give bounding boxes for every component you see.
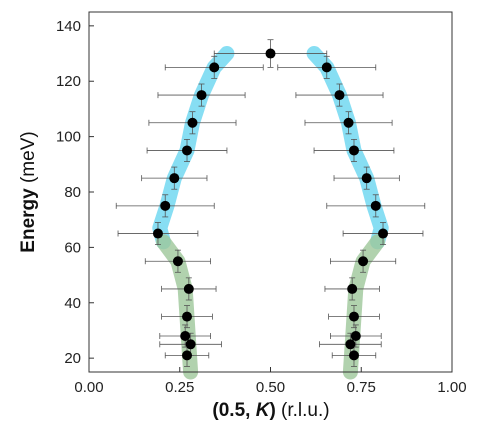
data-point-13 bbox=[182, 350, 193, 361]
y-tick-label-0: 20 bbox=[64, 350, 81, 367]
x-tick-label-3: 0.75 bbox=[347, 379, 376, 396]
data-point-21 bbox=[358, 256, 369, 267]
dispersion-bands bbox=[152, 46, 389, 380]
y-tick-label-3: 80 bbox=[64, 184, 81, 201]
data-point-6 bbox=[160, 200, 171, 211]
y-axis-ticks: 20 40 60 80 100 120 140 bbox=[56, 18, 94, 367]
x-tick-label-4: 1.00 bbox=[437, 379, 466, 396]
data-point-5 bbox=[169, 173, 180, 184]
data-point-19 bbox=[370, 200, 381, 211]
dispersion-band-0 bbox=[152, 46, 235, 250]
y-axis-label-unit: (meV) bbox=[18, 131, 39, 188]
data-point-7 bbox=[152, 228, 163, 239]
y-tick-label-1: 40 bbox=[64, 295, 81, 312]
data-point-8 bbox=[172, 256, 183, 267]
x-axis-label-italic: K bbox=[256, 400, 271, 421]
data-point-26 bbox=[348, 350, 359, 361]
data-point-24 bbox=[350, 331, 361, 341]
x-axis-label-close: ) bbox=[269, 400, 275, 421]
x-axis-label-unit: (r.l.u.) bbox=[276, 400, 330, 421]
dispersion-band-1 bbox=[306, 46, 389, 250]
data-point-17 bbox=[348, 145, 359, 156]
y-axis-label-bold: Energy bbox=[18, 188, 39, 253]
x-axis-label: (0.5, K) (r.l.u.) bbox=[212, 400, 329, 421]
y-tick-label-6: 140 bbox=[56, 18, 81, 35]
x-tick-label-0: 0.00 bbox=[74, 379, 103, 396]
x-tick-label-2: 0.50 bbox=[256, 379, 285, 396]
x-axis-label-bold: (0.5, bbox=[212, 400, 255, 421]
data-point-11 bbox=[180, 331, 191, 341]
data-point-20 bbox=[378, 228, 389, 239]
data-point-0 bbox=[265, 48, 276, 59]
data-point-16 bbox=[343, 117, 354, 128]
data-point-25 bbox=[345, 339, 356, 350]
y-tick-label-2: 60 bbox=[64, 239, 81, 256]
data-point-2 bbox=[196, 90, 207, 101]
data-point-18 bbox=[361, 173, 372, 184]
data-point-10 bbox=[182, 311, 193, 322]
x-tick-label-1: 0.25 bbox=[165, 379, 194, 396]
y-tick-label-5: 120 bbox=[56, 73, 81, 90]
data-point-12 bbox=[185, 339, 196, 350]
data-point-1 bbox=[209, 62, 220, 73]
y-axis-label: Energy (meV) bbox=[18, 131, 39, 252]
y-tick-label-4: 100 bbox=[56, 129, 81, 146]
data-point-3 bbox=[187, 117, 198, 128]
x-axis-ticks: 0.00 0.25 0.50 0.75 1.00 bbox=[74, 367, 467, 396]
data-point-22 bbox=[347, 283, 358, 294]
data-point-14 bbox=[321, 62, 332, 73]
data-point-4 bbox=[182, 145, 193, 156]
data-point-23 bbox=[348, 311, 359, 322]
data-point-9 bbox=[183, 283, 194, 294]
data-point-15 bbox=[334, 90, 345, 101]
data-points bbox=[152, 48, 389, 361]
